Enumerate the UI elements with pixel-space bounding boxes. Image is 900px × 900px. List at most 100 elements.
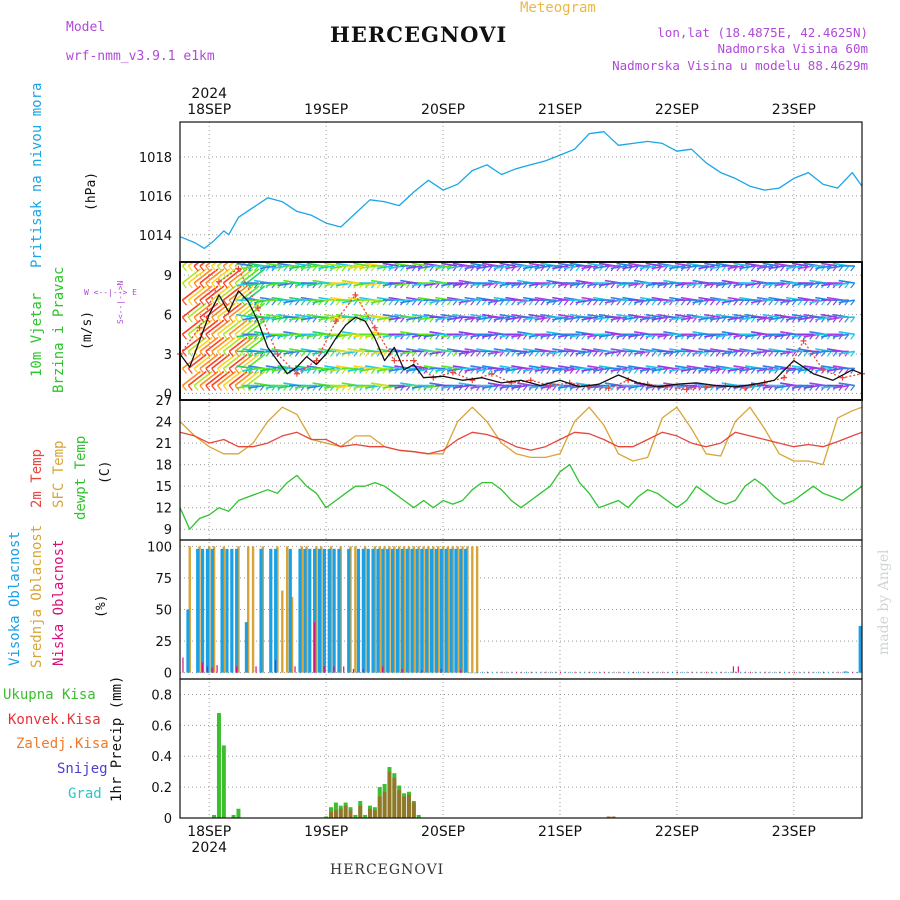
cloud-trace [857, 671, 859, 674]
wind-arrow-head [517, 316, 522, 323]
cloud-mid-bar [212, 546, 216, 673]
cloud-trace [813, 671, 815, 674]
cloud-high-bar [269, 548, 273, 673]
wind-arrow [411, 313, 429, 318]
wind-arrow-head [546, 316, 552, 323]
wind-arrow-head [709, 299, 715, 306]
wind-arrow-head [289, 282, 294, 289]
cloud-low-bar [460, 670, 462, 673]
cloud-trace [676, 671, 678, 674]
wind-arrow-head [797, 350, 803, 357]
dewpt-temp-line [179, 463, 863, 530]
wind-arrow [557, 262, 575, 267]
model-name: wrf-nmm_v3.9.1 e1km [66, 49, 215, 64]
wind-arrow-head [205, 385, 211, 391]
cloud-trace [477, 671, 479, 674]
cloud-high-bar [230, 548, 234, 673]
cloud-trace [720, 671, 722, 674]
cloud-trace [652, 671, 654, 674]
precip-total-bar [212, 814, 217, 818]
wind-gust-marker [352, 291, 359, 298]
wind-arrow [217, 319, 237, 335]
wind-arrow-head [347, 282, 353, 289]
wind-arrow-head [762, 299, 768, 306]
cloud-low-bar [382, 666, 384, 673]
cloud-trace [555, 671, 557, 674]
wind-arrow-head [511, 350, 517, 357]
wind-arrow-head [435, 333, 441, 340]
wind-arrow-head [205, 333, 211, 340]
lonlat-label: lon,lat (18.4875E, 42.4625N) [657, 25, 868, 40]
wind-arrow [246, 285, 266, 301]
precip-convective-bar [397, 790, 402, 818]
cloud-trace [584, 671, 586, 674]
wind-arrow [199, 285, 219, 301]
grid-lines [180, 122, 862, 819]
wind-arrow-head [228, 316, 234, 323]
wind-arrow [234, 336, 254, 353]
wind-arrow-head [187, 316, 193, 323]
wind-arrow [464, 316, 481, 321]
wind-arrow [199, 262, 207, 267]
wind-arrow-head [517, 265, 522, 272]
wind-arrow-head [826, 350, 832, 357]
wind-arrow-head [211, 333, 217, 340]
cloud-mid-bar [432, 546, 435, 673]
wind-arrow [616, 262, 633, 267]
wind-arrow [205, 319, 225, 335]
wind-arrow-head [370, 265, 376, 272]
wind-arrow-head [193, 333, 199, 340]
cloud-trace [788, 671, 790, 674]
cloud-trace [706, 671, 708, 674]
wind-arrow [528, 313, 545, 318]
cloud-low-bar [216, 665, 218, 673]
wind-arrow-head [785, 333, 791, 340]
cloud-low-bar [333, 666, 335, 673]
wind-arrow-head [382, 350, 388, 357]
cloud-high-bar [376, 548, 380, 673]
wind-arrow [353, 365, 370, 370]
wind-arrow-head [199, 299, 205, 306]
cloud-high-bar [196, 548, 200, 673]
wind-arrow-head [522, 333, 528, 340]
wind-arrow-head [750, 316, 756, 323]
wind-arrow-head [246, 265, 252, 272]
cloud-trace [564, 671, 566, 674]
cloud-trace [759, 671, 761, 674]
wind-arrow-head [756, 282, 762, 289]
wind-arrow [347, 316, 364, 321]
wind-arrow-head [844, 316, 850, 323]
cloud-mid-bar [441, 546, 445, 673]
wind-arrow-head [429, 316, 435, 323]
wind-arrow [587, 313, 604, 318]
cloud-low-bar [737, 666, 739, 673]
wind-arrow [181, 268, 201, 284]
precip-convective-bar [387, 771, 392, 818]
cloud-high-bar [317, 548, 322, 673]
wind-arrow [318, 316, 335, 321]
wind-arrow-head [663, 265, 669, 272]
wind-arrow-head [376, 282, 382, 289]
wind-arrow-head [181, 282, 187, 289]
wind-arrow [217, 353, 237, 370]
wind-arrow [727, 367, 744, 372]
wind-arrow-head [318, 282, 324, 289]
pressure-line [179, 131, 863, 250]
wind-arrow [832, 282, 849, 287]
wind-arrow-head [610, 333, 616, 340]
y-tick-label: 0 [164, 667, 172, 682]
wind-arrow [294, 262, 312, 267]
cloud-mid-bar [461, 546, 464, 673]
precip-total-bar [221, 745, 226, 818]
wind-gust-marker [683, 386, 690, 393]
wind-arrow-head [306, 350, 312, 357]
cloud-trace [613, 671, 615, 674]
wind-arrow-head [727, 333, 733, 340]
cloud-trace [715, 671, 717, 674]
precip-total-bar [353, 814, 358, 818]
wind-arrow-head [522, 282, 528, 289]
wind-arrow [762, 262, 779, 267]
cloud-trace [501, 671, 503, 674]
top-day-label: 23SEP [772, 102, 816, 118]
wind-arrow-head [423, 350, 429, 357]
